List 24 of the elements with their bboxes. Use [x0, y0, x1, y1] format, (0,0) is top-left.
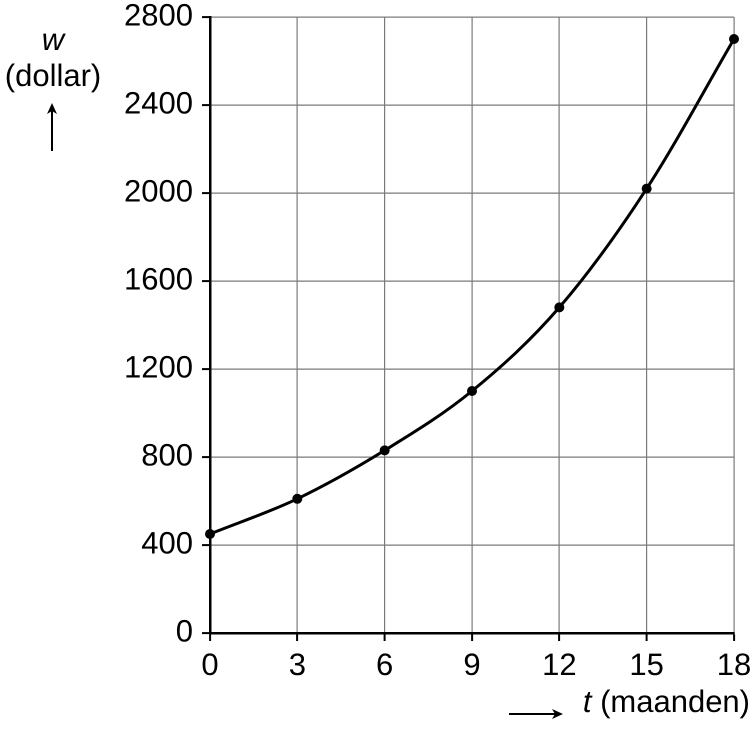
x-tick-label: 6	[376, 647, 394, 682]
x-tick-label: 15	[629, 647, 664, 682]
y-tick-label: 800	[141, 438, 193, 473]
point	[467, 386, 477, 396]
x-tick-label: 18	[716, 647, 752, 682]
y-tick-label: 1600	[124, 262, 193, 297]
x-tick-label: 0	[201, 647, 219, 682]
y-axis-title: w (dollar)	[4, 22, 102, 94]
point	[729, 34, 739, 44]
point	[292, 494, 302, 504]
y-tick-label: 0	[176, 614, 193, 649]
point	[205, 529, 215, 539]
x-tick-label: 3	[288, 647, 306, 682]
y-tick-label: 400	[141, 526, 193, 561]
x-tick-label: 9	[463, 647, 481, 682]
x-axis-title: t (maanden)	[582, 684, 750, 719]
point	[642, 184, 652, 194]
x-tick-label: 12	[542, 647, 577, 682]
y-tick-label: 2800	[124, 0, 193, 33]
y-tick-label: 1200	[124, 350, 193, 385]
y-tick-label: 2000	[124, 174, 193, 209]
y-tick-label: 2400	[124, 86, 193, 121]
point	[380, 445, 390, 456]
point	[554, 302, 564, 312]
